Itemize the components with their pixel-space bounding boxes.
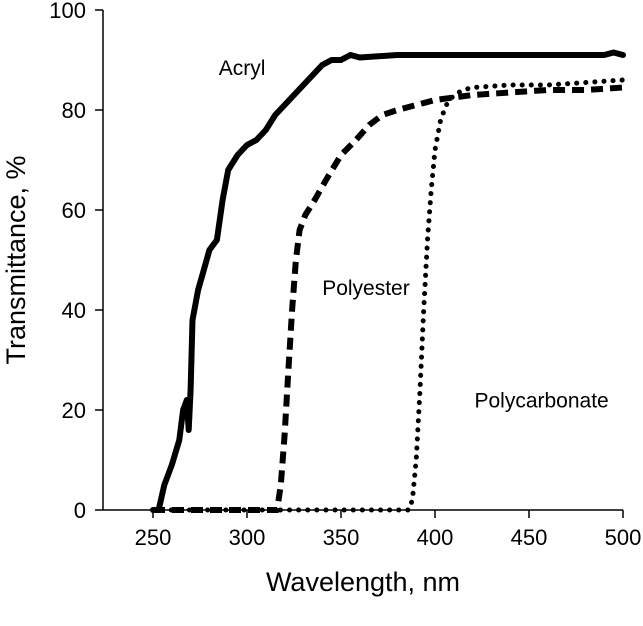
x-tick-label: 450 bbox=[511, 525, 548, 550]
y-tick-label: 60 bbox=[62, 198, 86, 223]
y-tick-label: 100 bbox=[49, 0, 86, 23]
y-tick-label: 20 bbox=[62, 398, 86, 423]
y-tick-label: 0 bbox=[74, 498, 86, 523]
x-tick-label: 400 bbox=[417, 525, 454, 550]
series-line-polycarbonate bbox=[150, 77, 626, 513]
x-axis-title: Wavelength, nm bbox=[266, 567, 460, 597]
y-tick-label: 80 bbox=[62, 98, 86, 123]
series-label-polyester: Polyester bbox=[322, 277, 410, 300]
series-line-polyester bbox=[153, 84, 624, 513]
y-axis-ticks: 0 20 40 60 80 100 bbox=[49, 0, 103, 523]
series-labels: Acryl Polyester Polycarbonate bbox=[219, 57, 609, 413]
x-tick-label: 300 bbox=[229, 525, 266, 550]
x-tick-label: 250 bbox=[135, 525, 172, 550]
x-tick-label: 500 bbox=[605, 525, 642, 550]
x-tick-label: 350 bbox=[323, 525, 360, 550]
series-line-acryl bbox=[150, 49, 626, 513]
series-label-acryl: Acryl bbox=[219, 57, 266, 80]
y-axis-title: Transmittance, % bbox=[1, 155, 31, 364]
series-layer bbox=[150, 49, 626, 513]
series-label-polycarbonate: Polycarbonate bbox=[474, 390, 608, 413]
x-axis-ticks: 250 300 350 400 450 500 bbox=[135, 510, 642, 550]
y-tick-label: 40 bbox=[62, 298, 86, 323]
